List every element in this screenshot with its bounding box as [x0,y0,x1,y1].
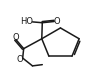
Text: O: O [16,55,23,64]
Text: HO: HO [20,17,33,26]
Text: O: O [12,33,19,42]
Text: O: O [53,17,60,26]
